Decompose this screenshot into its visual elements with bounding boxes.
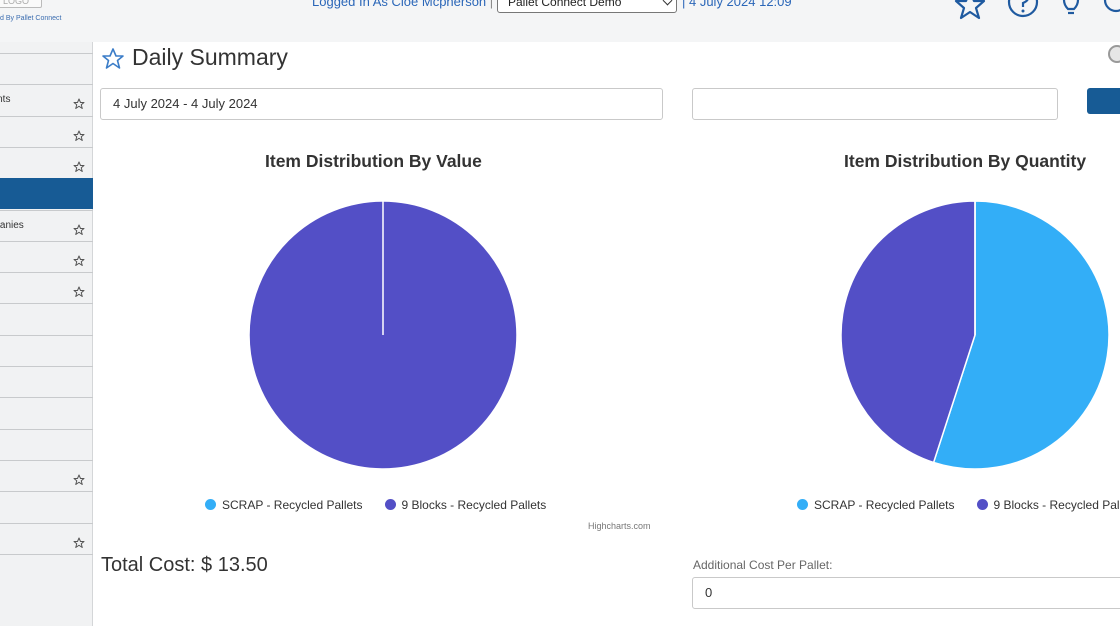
chart-title-value: Item Distribution By Value <box>265 151 482 171</box>
filter-input[interactable] <box>692 88 1058 120</box>
legend-quantity: SCRAP - Recycled Pallets 9 Blocks - Recyc… <box>797 498 1120 512</box>
current-datetime[interactable]: | 4 July 2024 12:09 <box>682 0 792 9</box>
sidebar-item-label: nents <box>0 94 11 106</box>
logo-subtext: d By Pallet Connect <box>0 15 62 22</box>
favorite-star-icon[interactable] <box>73 219 85 241</box>
additional-cost-label: Additional Cost Per Pallet: <box>693 558 833 572</box>
pie-chart-quantity[interactable] <box>835 195 1115 475</box>
site-select-value: Pallet Connect Demo <box>508 0 622 9</box>
legend-item[interactable]: SCRAP - Recycled Pallets <box>797 498 955 512</box>
favorite-star-icon[interactable] <box>73 281 85 303</box>
page-title: Daily Summary <box>132 44 288 70</box>
highcharts-credit[interactable]: Highcharts.com <box>588 521 651 531</box>
legend-dot-icon <box>976 499 988 510</box>
legend-dot-icon <box>797 499 808 510</box>
sidebar-item[interactable] <box>0 553 93 585</box>
sidebar-item[interactable] <box>0 397 93 428</box>
sidebar-item[interactable] <box>0 428 93 460</box>
favorite-star-icon[interactable] <box>73 469 85 491</box>
logged-in-text[interactable]: Logged In As Cloe Mcpherson <box>312 0 487 9</box>
top-bar: LOGO d By Pallet Connect Logged In As Cl… <box>0 0 1120 42</box>
favorite-star-icon[interactable] <box>73 93 85 115</box>
pie-slice[interactable] <box>932 200 1110 470</box>
sidebar-item-label: mpanies <box>0 219 24 231</box>
sidebar-item[interactable]: rt <box>0 53 93 84</box>
legend-item[interactable]: SCRAP - Recycled Pallets <box>205 498 363 512</box>
favorite-star-icon[interactable] <box>73 156 85 178</box>
pie-chart-value[interactable] <box>243 195 523 475</box>
total-cost: Total Cost: $ 13.50 <box>101 554 268 576</box>
legend-dot-icon <box>384 499 396 510</box>
sidebar-item[interactable] <box>0 522 93 554</box>
legend-label: 9 Blocks - Recycled Pallets <box>993 498 1120 512</box>
legend-label: SCRAP - Recycled Pallets <box>222 498 363 512</box>
sidebar-item[interactable] <box>0 272 93 303</box>
date-range-input[interactable]: 4 July 2024 - 4 July 2024 <box>100 88 663 120</box>
sidebar-item[interactable] <box>0 334 93 366</box>
sidebar-item[interactable] <box>0 240 93 272</box>
sidebar-item[interactable] <box>0 459 93 491</box>
sidebar-item[interactable]: nents <box>0 84 93 115</box>
sidebar-item[interactable]: mpanies <box>0 209 93 241</box>
favorite-star-icon[interactable] <box>73 532 85 554</box>
legend-label: SCRAP - Recycled Pallets <box>814 498 955 512</box>
sidebar: rt nents mpanies <box>0 42 93 626</box>
legend-item[interactable]: 9 Blocks - Recycled Pallets <box>976 498 1120 512</box>
legend-value: SCRAP - Recycled Pallets 9 Blocks - Recyc… <box>205 498 568 512</box>
sidebar-item[interactable] <box>0 115 93 147</box>
favorite-star-icon[interactable] <box>73 250 85 272</box>
chart-title-quantity: Item Distribution By Quantity <box>844 151 1087 171</box>
sidebar-item[interactable] <box>0 491 93 522</box>
legend-label: 9 Blocks - Recycled Pallets <box>401 498 547 512</box>
logo[interactable]: LOGO <box>0 0 42 8</box>
sidebar-item[interactable] <box>0 146 93 178</box>
favorite-star-icon[interactable] <box>73 125 85 147</box>
main-content: Daily Summary 4 July 2024 - 4 July 2024 … <box>93 42 1120 626</box>
pie-slice[interactable] <box>840 200 976 464</box>
sidebar-item[interactable] <box>0 366 93 397</box>
toggle-radio[interactable] <box>1108 45 1120 63</box>
logged-in-user[interactable]: Logged In As Cloe Mcpherson | <box>312 0 493 9</box>
favorite-star-icon[interactable] <box>101 47 125 71</box>
apply-button[interactable] <box>1087 88 1120 114</box>
site-select[interactable]: Pallet Connect Demo <box>497 0 677 13</box>
help-icon[interactable] <box>1006 0 1040 22</box>
logout-icon[interactable] <box>1100 0 1120 22</box>
lightbulb-icon[interactable] <box>1056 0 1086 22</box>
legend-dot-icon <box>205 499 216 510</box>
sidebar-item[interactable] <box>0 178 93 210</box>
chevron-down-icon <box>662 0 673 6</box>
separator: | <box>489 0 494 9</box>
additional-cost-input[interactable]: 0 <box>692 577 1120 609</box>
legend-item[interactable]: 9 Blocks - Recycled Pallets <box>384 498 547 512</box>
favorites-star-icon[interactable] <box>953 0 987 22</box>
sidebar-item[interactable] <box>0 303 93 334</box>
